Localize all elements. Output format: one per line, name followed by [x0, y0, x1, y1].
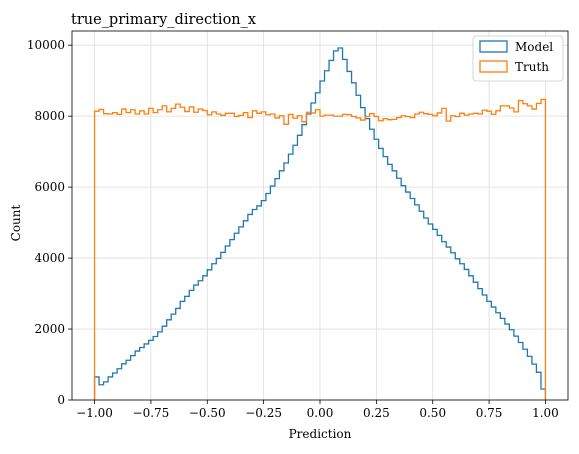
y-tick-label: 8000 — [34, 109, 65, 123]
x-axis-label: Prediction — [289, 427, 352, 441]
x-tick-label: 0.25 — [363, 406, 390, 420]
y-tick-label: 4000 — [34, 251, 65, 265]
y-tick-label: 2000 — [34, 322, 65, 336]
x-tick-label: 1.00 — [532, 406, 559, 420]
y-tick-label: 10000 — [27, 38, 65, 52]
x-tick-label: 0.00 — [307, 406, 334, 420]
x-tick-label: 0.50 — [419, 406, 446, 420]
chart-title: true_primary_direction_x — [71, 12, 256, 28]
y-axis-label: Count — [9, 204, 23, 241]
x-tick-label: −1.00 — [76, 406, 113, 420]
x-axis-ticks: −1.00 −0.75 −0.50 −0.25 0.00 0.25 0.50 0.75 1.00 — [76, 400, 559, 420]
histogram-step-model — [93, 47, 547, 400]
x-tick-label: −0.50 — [189, 406, 226, 420]
x-tick-label: −0.25 — [245, 406, 282, 420]
y-tick-label: 6000 — [34, 180, 65, 194]
legend: Model Truth — [472, 35, 564, 82]
histogram-step-truth — [93, 98, 547, 400]
legend-swatch-model — [479, 40, 508, 53]
y-tick-label: 0 — [57, 393, 65, 407]
legend-box — [472, 35, 564, 82]
legend-swatch-truth — [479, 60, 508, 73]
series-layer — [93, 47, 547, 400]
legend-label-truth: Truth — [515, 60, 549, 74]
y-axis-ticks: 0 2000 4000 6000 8000 10000 — [27, 38, 72, 407]
legend-label-model: Model — [515, 40, 553, 54]
x-tick-label: 0.75 — [476, 406, 503, 420]
x-tick-label: −0.75 — [133, 406, 170, 420]
